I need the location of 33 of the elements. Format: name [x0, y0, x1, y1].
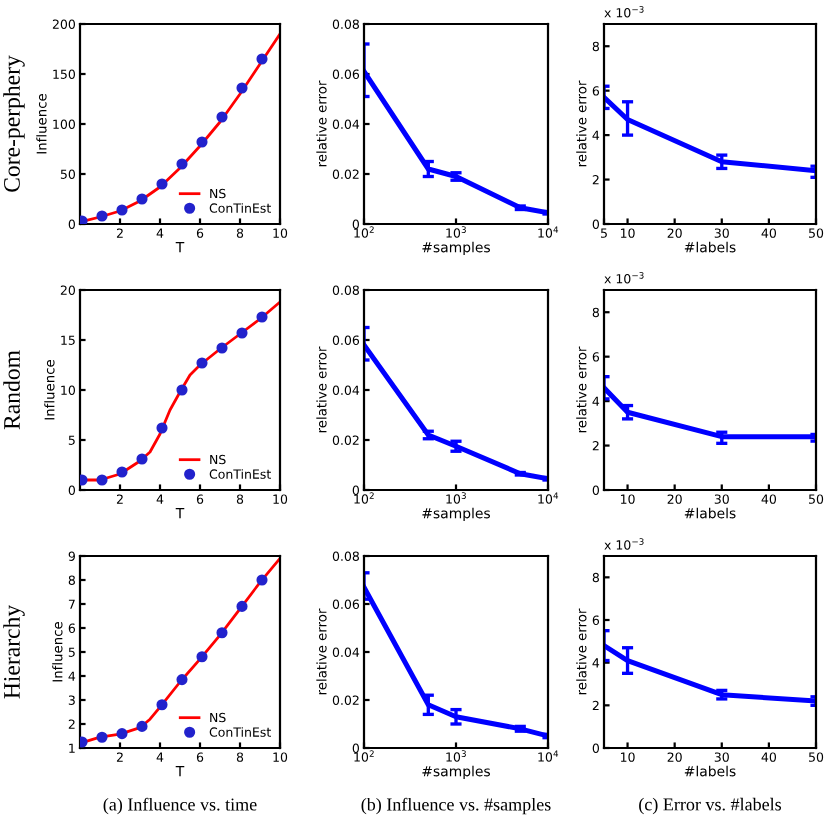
point — [136, 453, 148, 465]
point — [236, 82, 248, 94]
point — [196, 357, 208, 369]
point — [196, 136, 208, 148]
point — [116, 466, 128, 478]
point — [96, 210, 108, 222]
point — [216, 627, 228, 639]
point — [116, 728, 128, 740]
point — [176, 158, 188, 170]
point — [256, 311, 268, 323]
point — [256, 574, 268, 586]
text: (a) Influence vs. time — [103, 797, 257, 815]
text: (c) Error vs. #labels — [639, 797, 782, 815]
point — [156, 699, 168, 711]
point — [176, 384, 188, 396]
point — [136, 193, 148, 205]
text: (b) Influence vs. #samples — [361, 797, 551, 815]
point — [136, 720, 148, 732]
point — [96, 731, 108, 743]
point — [156, 178, 168, 190]
point — [96, 474, 108, 486]
point — [196, 651, 208, 663]
point — [116, 204, 128, 216]
text: Hierarchy — [3, 604, 25, 699]
point — [216, 111, 228, 123]
point — [176, 674, 188, 686]
point — [216, 342, 228, 354]
text: Core-perphery — [3, 55, 25, 192]
point — [236, 327, 248, 339]
point — [156, 422, 168, 434]
point — [256, 53, 268, 65]
point — [236, 600, 248, 612]
text: Random — [3, 350, 20, 430]
